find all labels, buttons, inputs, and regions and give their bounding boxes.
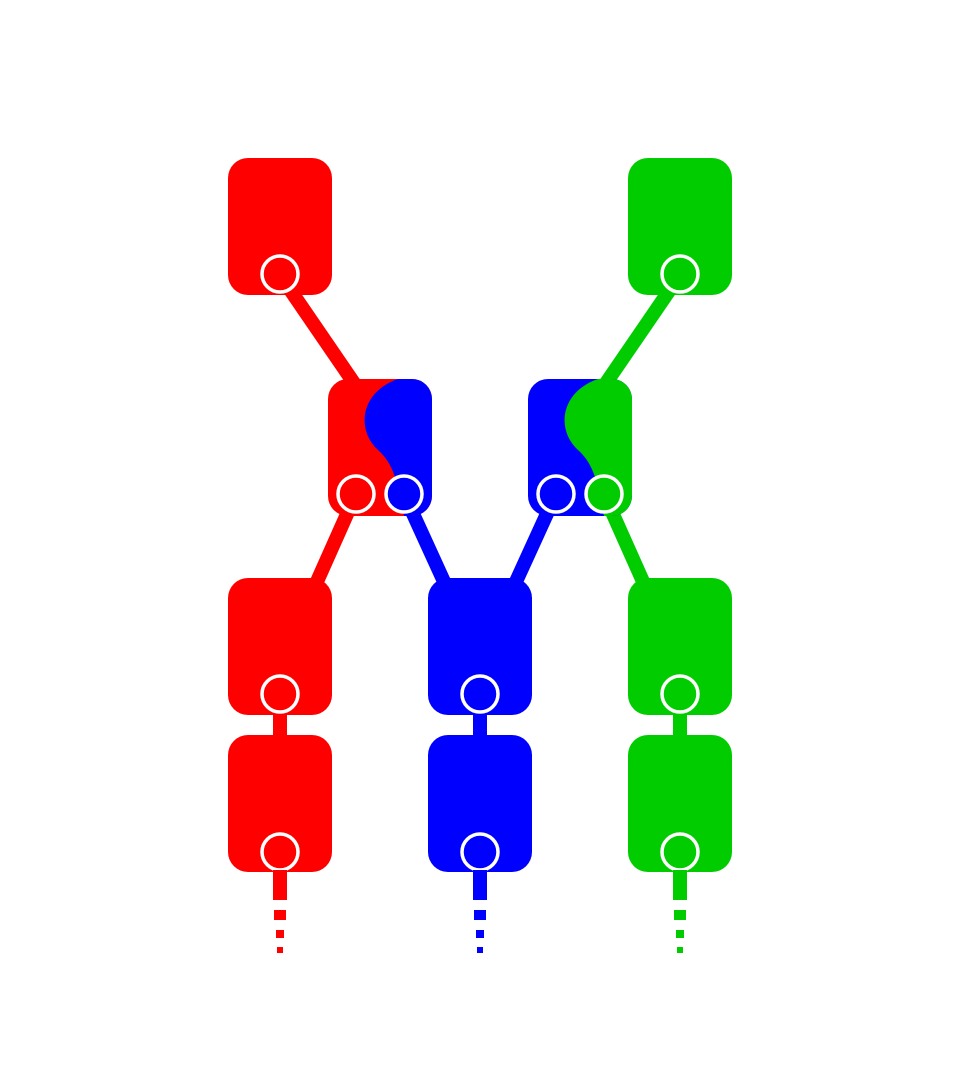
port-green-top (660, 254, 700, 294)
port-green-bottom (660, 832, 700, 872)
continuation-red-stem (273, 870, 287, 900)
port-red-bottom (260, 832, 300, 872)
port-blue-bottom (460, 832, 500, 872)
node-red-top (228, 158, 332, 295)
port-mixed-left-red (336, 474, 376, 514)
port-red-top (260, 254, 300, 294)
continuation-red-dash-2 (276, 930, 284, 938)
continuation-blue-stem (473, 870, 487, 900)
port-green-mid (660, 674, 700, 714)
port-red-mid (260, 674, 300, 714)
port-mixed-left-blue (384, 474, 424, 514)
node-red-bottom (228, 735, 332, 872)
continuation-red-dash-1 (274, 910, 286, 920)
continuation-green-dash-1 (674, 910, 686, 920)
node-blue-bottom (428, 735, 532, 872)
continuation-green-dash-2 (676, 930, 684, 938)
continuation-layer (273, 870, 687, 953)
node-green-mid (628, 578, 732, 715)
continuation-red-dash-3 (277, 947, 283, 953)
continuation-blue-dash-1 (474, 910, 486, 920)
ports-layer (260, 254, 700, 872)
continuation-green-dash-3 (677, 947, 683, 953)
continuation-blue-dash-3 (477, 947, 483, 953)
continuation-blue (473, 870, 487, 953)
continuation-green (673, 870, 687, 953)
node-red-mid (228, 578, 332, 715)
node-blue-mid (428, 578, 532, 715)
nodes-layer (228, 158, 732, 872)
port-mixed-right-green (584, 474, 624, 514)
node-green-top (628, 158, 732, 295)
port-blue-mid (460, 674, 500, 714)
node-green-bottom (628, 735, 732, 872)
port-mixed-right-blue (536, 474, 576, 514)
continuation-red (273, 870, 287, 953)
continuation-green-stem (673, 870, 687, 900)
continuation-blue-dash-2 (476, 930, 484, 938)
